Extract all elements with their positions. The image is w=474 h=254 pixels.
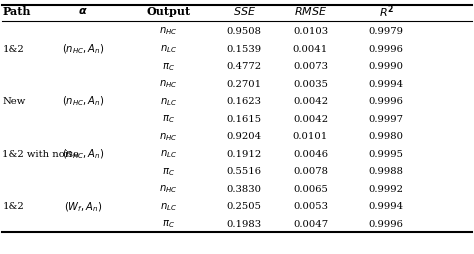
Text: $\pi_C$: $\pi_C$ [162,61,175,73]
Text: 0.9988: 0.9988 [369,167,404,176]
Text: 0.1912: 0.1912 [227,150,262,159]
Text: 0.9997: 0.9997 [369,115,404,124]
Text: $\pi_C$: $\pi_C$ [162,113,175,125]
Text: 0.4772: 0.4772 [227,62,262,71]
Text: $\mathit{SSE}$: $\mathit{SSE}$ [233,5,255,18]
Text: $\mathit{RMSE}$: $\mathit{RMSE}$ [294,5,327,18]
Text: 0.0042: 0.0042 [293,97,328,106]
Text: 0.9996: 0.9996 [369,220,404,229]
Text: $n_{HC}$: $n_{HC}$ [159,131,177,143]
Text: 0.0101: 0.0101 [293,132,328,141]
Text: $\left(W_f, A_n\right)$: $\left(W_f, A_n\right)$ [64,200,102,214]
Text: $(n_{HC}, A_n)$: $(n_{HC}, A_n)$ [62,95,104,108]
Text: 0.0103: 0.0103 [293,27,328,36]
Text: $n_{LC}$: $n_{LC}$ [160,96,177,108]
Text: $n_{HC}$: $n_{HC}$ [159,78,177,90]
Text: 0.2701: 0.2701 [227,80,262,89]
Text: 0.9995: 0.9995 [369,150,404,159]
Text: Output: Output [146,6,191,17]
Text: 0.9992: 0.9992 [369,185,404,194]
Text: 0.9994: 0.9994 [369,202,404,211]
Text: 0.0065: 0.0065 [293,185,328,194]
Text: 0.9508: 0.9508 [227,27,262,36]
Text: $\pi_C$: $\pi_C$ [162,218,175,230]
Text: Path: Path [2,6,31,17]
Text: 0.0035: 0.0035 [293,80,328,89]
Text: New: New [2,97,26,106]
Text: 0.3830: 0.3830 [227,185,262,194]
Text: 0.2505: 0.2505 [227,202,262,211]
Text: $\boldsymbol{\alpha}$: $\boldsymbol{\alpha}$ [78,6,88,17]
Text: 0.1983: 0.1983 [227,220,262,229]
Text: 0.9980: 0.9980 [369,132,404,141]
Text: $n_{HC}$: $n_{HC}$ [159,26,177,38]
Text: $(n_{HC}, A_n)$: $(n_{HC}, A_n)$ [62,148,104,161]
Text: 0.9204: 0.9204 [227,132,262,141]
Text: 0.1615: 0.1615 [227,115,262,124]
Text: $n_{LC}$: $n_{LC}$ [160,43,177,55]
Text: 0.1539: 0.1539 [227,45,262,54]
Text: 0.0041: 0.0041 [293,45,328,54]
Text: 0.9996: 0.9996 [369,45,404,54]
Text: 0.0053: 0.0053 [293,202,328,211]
Text: 0.0078: 0.0078 [293,167,328,176]
Text: $(n_{HC}, A_n)$: $(n_{HC}, A_n)$ [62,42,104,56]
Text: 1&2: 1&2 [2,202,24,211]
Text: $n_{HC}$: $n_{HC}$ [159,183,177,195]
Text: $\pi_C$: $\pi_C$ [162,166,175,178]
Text: 0.9996: 0.9996 [369,97,404,106]
Text: 1&2: 1&2 [2,45,24,54]
Text: 1&2 with noise: 1&2 with noise [2,150,79,159]
Text: 0.0046: 0.0046 [293,150,328,159]
Text: 0.0047: 0.0047 [293,220,328,229]
Text: 0.0042: 0.0042 [293,115,328,124]
Text: 0.9994: 0.9994 [369,80,404,89]
Text: 0.1623: 0.1623 [227,97,262,106]
Text: 0.0073: 0.0073 [293,62,328,71]
Text: 0.9979: 0.9979 [369,27,404,36]
Text: 0.9990: 0.9990 [369,62,404,71]
Text: $n_{LC}$: $n_{LC}$ [160,148,177,160]
Text: $\mathit{R}^{\mathbf{2}}$: $\mathit{R}^{\mathbf{2}}$ [379,3,394,20]
Text: $n_{LC}$: $n_{LC}$ [160,201,177,213]
Text: 0.5516: 0.5516 [227,167,262,176]
